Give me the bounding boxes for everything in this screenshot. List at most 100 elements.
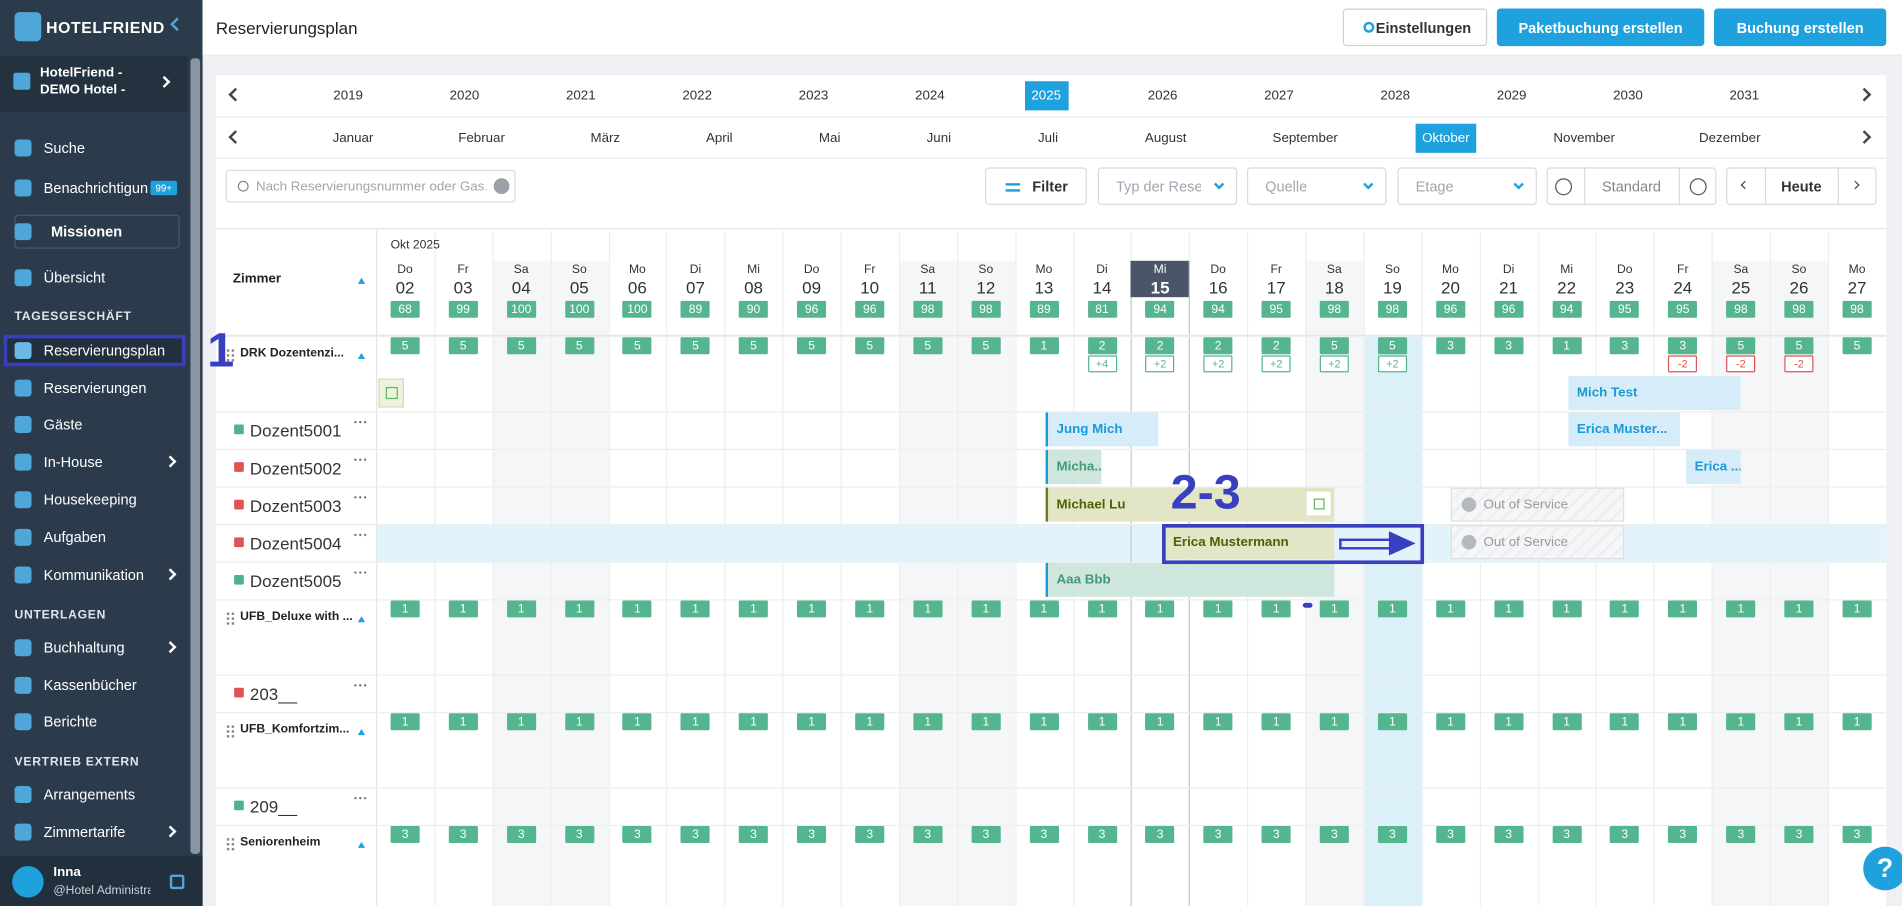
nav-item[interactable]: Gäste: [43, 416, 83, 434]
room-name[interactable]: 209__: [249, 796, 298, 817]
menu-dot[interactable]: [354, 796, 357, 800]
sort-arrow[interactable]: [357, 729, 366, 736]
month[interactable]: Februar: [458, 131, 505, 146]
year[interactable]: 2022: [682, 88, 713, 104]
select[interactable]: Quelle: [1246, 167, 1387, 205]
booking[interactable]: Erica Muster...: [1568, 412, 1681, 447]
menu-dot[interactable]: [354, 533, 357, 537]
header-button[interactable]: Paketbuchung erstellen: [1496, 8, 1705, 47]
nav-item[interactable]: Zimmertarife: [43, 823, 126, 841]
hotel-block[interactable]: [0, 55, 189, 112]
logout-icon[interactable]: [169, 874, 185, 890]
month[interactable]: August: [1144, 131, 1187, 146]
nav-item[interactable]: Berichte: [43, 713, 98, 731]
year[interactable]: 2020: [449, 88, 480, 104]
year[interactable]: 2029: [1496, 88, 1527, 104]
month[interactable]: November: [1553, 131, 1615, 146]
nav-item[interactable]: Suche: [43, 139, 85, 157]
calendar-icon[interactable]: [1305, 490, 1332, 517]
menu-dot[interactable]: [359, 533, 362, 537]
menu-dot[interactable]: [363, 571, 367, 574]
year[interactable]: 2026: [1147, 88, 1178, 104]
menu-dot[interactable]: [363, 684, 367, 687]
zoom-in[interactable]: [1689, 178, 1707, 196]
nav-item[interactable]: Housekeeping: [43, 491, 137, 509]
year[interactable]: 2025: [1024, 81, 1069, 111]
menu-dot[interactable]: [363, 796, 367, 800]
year[interactable]: 2023: [798, 88, 829, 104]
room-name[interactable]: Dozent5002: [249, 458, 342, 478]
sort-arrow[interactable]: [357, 841, 366, 848]
month[interactable]: April: [705, 131, 733, 146]
year[interactable]: 2030: [1613, 88, 1643, 104]
nav-item[interactable]: Reservierungsplan: [43, 342, 166, 360]
header-button[interactable]: Einstellungen: [1342, 8, 1488, 47]
calendar-icon[interactable]: [378, 378, 404, 408]
menu-dot[interactable]: [354, 420, 357, 424]
filter-button[interactable]: Filter: [984, 167, 1087, 205]
room-name[interactable]: Dozent5004: [249, 533, 342, 554]
booking[interactable]: Michael Lu: [1045, 487, 1335, 522]
room-name[interactable]: Dozent5005: [249, 571, 342, 591]
booking[interactable]: Micha...: [1045, 450, 1102, 484]
month[interactable]: März: [590, 131, 621, 146]
nav-item[interactable]: Arrangements: [43, 786, 136, 804]
header-button[interactable]: Buchung erstellen: [1713, 8, 1887, 47]
menu-dot[interactable]: [363, 533, 367, 537]
nav-item[interactable]: Kommunikation: [43, 566, 145, 584]
booking[interactable]: Jung Mich: [1045, 412, 1159, 447]
booking[interactable]: Out of Service: [1450, 487, 1625, 522]
booking[interactable]: Erica ...: [1686, 450, 1741, 484]
month[interactable]: Dezember: [1698, 131, 1761, 146]
menu-dot[interactable]: [359, 571, 362, 574]
zoom-out[interactable]: [1555, 178, 1573, 196]
menu-dot[interactable]: [359, 420, 362, 424]
month[interactable]: Januar: [332, 131, 374, 146]
search-box[interactable]: Nach Reservierungsnummer oder Gas...: [225, 169, 516, 203]
today-button[interactable]: Heute: [1781, 177, 1822, 195]
month[interactable]: Oktober: [1415, 123, 1477, 153]
booking[interactable]: Aaa Bbb: [1045, 562, 1335, 597]
year[interactable]: 2021: [565, 88, 596, 104]
room-name[interactable]: Dozent5003: [249, 496, 342, 516]
month[interactable]: September: [1272, 131, 1338, 146]
booking[interactable]: Mich Test: [1568, 376, 1741, 410]
nav-item[interactable]: Kassenbücher: [43, 676, 137, 694]
nav-item[interactable]: In-House: [43, 453, 103, 471]
sort-arrow[interactable]: [357, 277, 366, 284]
menu-dot[interactable]: [363, 496, 367, 499]
year[interactable]: 2019: [333, 88, 363, 104]
menu-dot[interactable]: [359, 796, 362, 800]
select[interactable]: Typ der Rese: [1097, 167, 1238, 205]
menu-dot[interactable]: [354, 496, 357, 499]
room-name[interactable]: Dozent5001: [249, 420, 342, 441]
nav-item[interactable]: Übersicht: [43, 269, 106, 287]
booking[interactable]: Out of Service: [1450, 525, 1625, 560]
year[interactable]: 2028: [1380, 88, 1411, 104]
year[interactable]: 2027: [1264, 88, 1294, 104]
nav-item[interactable]: Buchhaltung: [43, 639, 125, 657]
select[interactable]: Etage: [1397, 167, 1537, 205]
menu-dot[interactable]: [354, 571, 357, 574]
sort-arrow[interactable]: [357, 616, 366, 623]
month[interactable]: Juli: [1038, 131, 1059, 146]
month[interactable]: Mai: [818, 131, 841, 146]
nav-item[interactable]: Reservierungen: [43, 379, 147, 397]
sort-arrow[interactable]: [357, 352, 366, 360]
year[interactable]: 2024: [915, 88, 945, 104]
nav-item[interactable]: Missionen: [50, 223, 123, 241]
booking[interactable]: Erica Mustermann: [1162, 525, 1335, 560]
year[interactable]: 2031: [1729, 88, 1760, 104]
room-name[interactable]: 203__: [249, 684, 298, 704]
menu-dot[interactable]: [359, 458, 362, 461]
menu-dot[interactable]: [354, 458, 357, 461]
menu-dot[interactable]: [354, 684, 357, 687]
menu-dot[interactable]: [363, 420, 367, 424]
month[interactable]: Juni: [926, 131, 952, 146]
menu-dot[interactable]: [363, 458, 367, 461]
help-button[interactable]: ?: [1863, 846, 1902, 891]
menu-dot[interactable]: [359, 496, 362, 499]
nav-item[interactable]: Benachrichtigungen: [43, 179, 148, 197]
nav-item[interactable]: Aufgaben: [43, 528, 107, 546]
menu-dot[interactable]: [359, 684, 362, 687]
